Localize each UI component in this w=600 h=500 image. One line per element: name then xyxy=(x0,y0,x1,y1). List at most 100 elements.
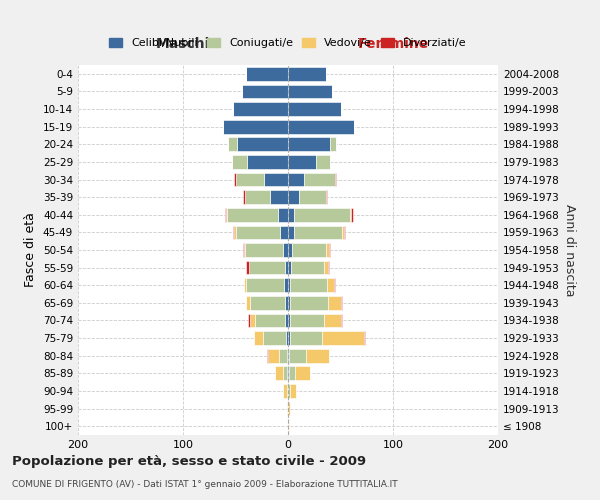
Bar xyxy=(288,420,289,433)
Bar xyxy=(351,208,353,222)
Bar xyxy=(299,190,326,204)
Bar xyxy=(288,260,291,274)
Bar xyxy=(227,208,277,222)
Bar xyxy=(278,349,287,362)
Bar xyxy=(250,314,256,328)
Bar xyxy=(304,172,335,186)
Bar xyxy=(283,384,287,398)
Bar xyxy=(246,67,288,80)
Bar xyxy=(288,155,316,169)
Bar xyxy=(341,226,344,239)
Bar xyxy=(290,296,328,310)
Bar xyxy=(290,314,324,328)
Bar xyxy=(288,402,290,415)
Bar xyxy=(233,226,235,239)
Bar xyxy=(292,243,326,257)
Bar xyxy=(235,172,264,186)
Bar xyxy=(324,260,328,274)
Bar xyxy=(263,331,286,345)
Bar xyxy=(329,243,330,257)
Bar xyxy=(228,138,236,151)
Bar xyxy=(290,331,322,345)
Bar xyxy=(243,190,245,204)
Bar xyxy=(288,102,341,116)
Bar xyxy=(268,349,278,362)
Bar xyxy=(256,314,285,328)
Bar xyxy=(290,278,327,292)
Bar xyxy=(235,226,280,239)
Bar xyxy=(233,102,288,116)
Bar xyxy=(295,366,310,380)
Bar xyxy=(286,331,288,345)
Bar xyxy=(289,349,306,362)
Bar xyxy=(264,172,288,186)
Bar xyxy=(288,120,354,134)
Bar xyxy=(364,331,365,345)
Bar xyxy=(288,138,330,151)
Bar xyxy=(327,278,334,292)
Bar xyxy=(288,243,292,257)
Bar xyxy=(288,366,289,380)
Text: Maschi: Maschi xyxy=(156,37,210,51)
Legend: Celibi/Nubili, Coniugati/e, Vedovi/e, Divorziati/e: Celibi/Nubili, Coniugati/e, Vedovi/e, Di… xyxy=(105,34,471,53)
Bar xyxy=(284,278,288,292)
Bar xyxy=(247,155,288,169)
Bar xyxy=(288,190,299,204)
Bar xyxy=(350,208,351,222)
Bar xyxy=(335,172,337,186)
Bar xyxy=(283,366,287,380)
Bar xyxy=(246,260,249,274)
Bar xyxy=(288,278,290,292)
Y-axis label: Fasce di età: Fasce di età xyxy=(25,212,37,288)
Bar xyxy=(288,172,304,186)
Bar xyxy=(244,243,245,257)
Bar xyxy=(288,226,295,239)
Bar xyxy=(330,138,337,151)
Bar xyxy=(288,84,332,98)
Bar xyxy=(254,331,263,345)
Bar xyxy=(287,366,288,380)
Bar xyxy=(225,208,226,222)
Bar xyxy=(285,260,288,274)
Bar xyxy=(295,208,350,222)
Bar xyxy=(249,260,285,274)
Text: Femmine: Femmine xyxy=(358,37,428,51)
Bar xyxy=(287,402,288,415)
Bar xyxy=(324,314,341,328)
Text: Popolazione per età, sesso e stato civile - 2009: Popolazione per età, sesso e stato civil… xyxy=(12,455,366,468)
Bar xyxy=(246,296,250,310)
Bar xyxy=(250,296,285,310)
Bar xyxy=(306,349,329,362)
Bar xyxy=(291,260,324,274)
Bar xyxy=(344,226,345,239)
Bar xyxy=(270,190,288,204)
Bar xyxy=(275,366,283,380)
Bar xyxy=(242,84,288,98)
Bar xyxy=(334,278,335,292)
Bar xyxy=(243,243,244,257)
Bar xyxy=(326,243,329,257)
Bar xyxy=(316,155,330,169)
Bar xyxy=(328,260,329,274)
Bar xyxy=(287,349,288,362)
Bar xyxy=(288,349,289,362)
Text: COMUNE DI FRIGENTO (AV) - Dati ISTAT 1° gennaio 2009 - Elaborazione TUTTITALIA.I: COMUNE DI FRIGENTO (AV) - Dati ISTAT 1° … xyxy=(12,480,398,489)
Bar xyxy=(288,296,290,310)
Bar xyxy=(322,331,364,345)
Bar xyxy=(328,296,341,310)
Bar xyxy=(244,278,246,292)
Bar xyxy=(290,384,296,398)
Bar xyxy=(287,384,288,398)
Bar xyxy=(245,190,270,204)
Bar xyxy=(236,138,288,151)
Bar xyxy=(288,331,290,345)
Bar xyxy=(285,296,288,310)
Bar xyxy=(223,120,288,134)
Bar xyxy=(283,243,288,257)
Bar xyxy=(288,384,290,398)
Bar xyxy=(288,314,290,328)
Bar xyxy=(226,208,227,222)
Bar xyxy=(326,190,327,204)
Bar xyxy=(267,349,268,362)
Bar xyxy=(289,366,295,380)
